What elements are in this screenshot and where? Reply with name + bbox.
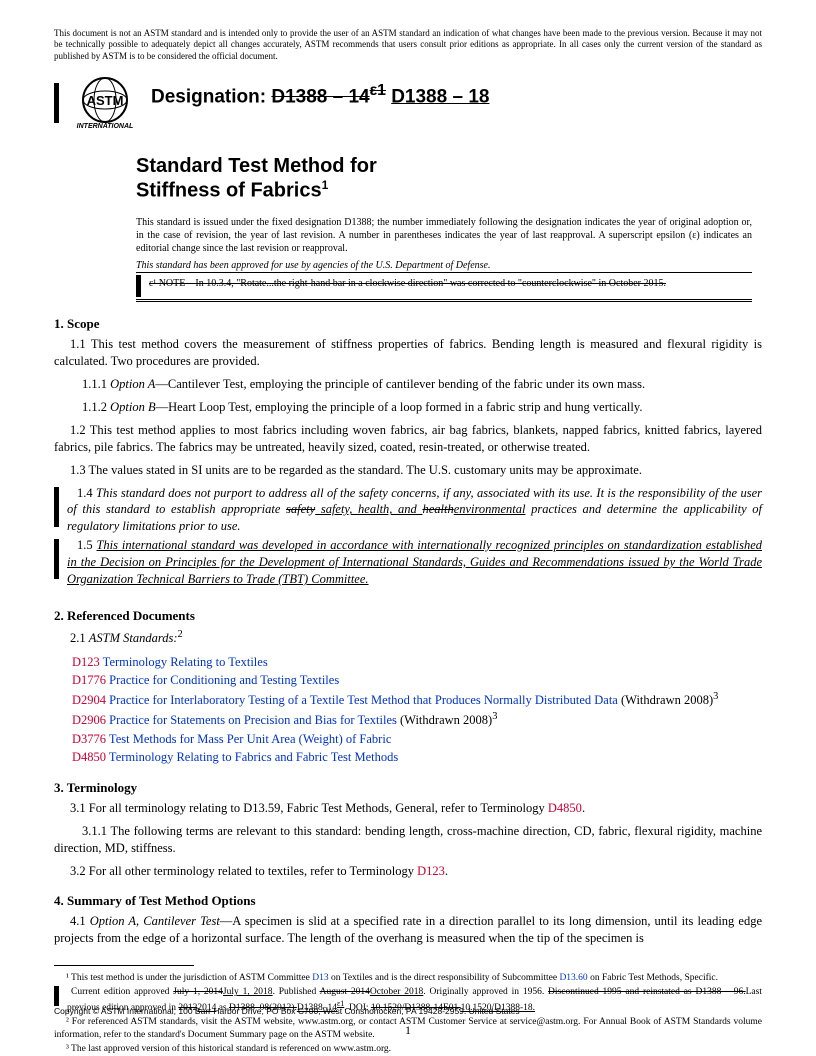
designation-new: D1388 – 18	[391, 86, 489, 107]
header-row: ASTM INTERNATIONAL Designation: D1388 – …	[54, 76, 762, 130]
svg-text:INTERNATIONAL: INTERNATIONAL	[77, 123, 134, 130]
section-1-heading: 1. Scope	[54, 316, 762, 332]
reference-title-link[interactable]: Practice for Conditioning and Testing Te…	[106, 673, 339, 687]
reference-code-link[interactable]: D2906	[72, 714, 106, 728]
reference-title-link[interactable]: Test Methods for Mass Per Unit Area (Wei…	[106, 732, 391, 746]
reference-code-link[interactable]: D3776	[72, 732, 106, 746]
link-d4850[interactable]: D4850	[548, 801, 582, 815]
para-3-1-1: 3.1.1 The following terms are relevant t…	[54, 823, 762, 857]
change-bar	[136, 275, 141, 297]
para-1-3: 1.3 The values stated in SI units are to…	[54, 462, 762, 479]
para-1-5-row: 1.5 This international standard was deve…	[54, 537, 762, 594]
reference-item: D123 Terminology Relating to Textiles	[72, 653, 762, 671]
change-bar	[54, 539, 59, 579]
dod-approval-note: This standard has been approved for use …	[136, 259, 752, 272]
link-subcommittee-d1360[interactable]: D13.60	[559, 973, 587, 983]
astm-logo: ASTM INTERNATIONAL	[71, 76, 139, 130]
section-4-heading: 4. Summary of Test Method Options	[54, 893, 762, 909]
para-3-1: 3.1 For all terminology relating to D13.…	[54, 800, 762, 817]
link-d123[interactable]: D123	[417, 864, 445, 878]
reference-title-link[interactable]: Terminology Relating to Textiles	[100, 655, 268, 669]
reference-code-link[interactable]: D1776	[72, 673, 106, 687]
para-4-1: 4.1 Option A, Cantilever Test—A specimen…	[54, 913, 762, 947]
section-2-heading: 2. Referenced Documents	[54, 608, 762, 624]
para-1-4: 1.4 This standard does not purport to ad…	[67, 485, 762, 536]
para-1-1-1: 1.1.1 Option A—Cantilever Test, employin…	[54, 376, 762, 393]
section-3-heading: 3. Terminology	[54, 780, 762, 796]
reference-title-link[interactable]: Practice for Statements on Precision and…	[106, 714, 397, 728]
epsilon-note: ε¹ NOTE—In 10.3.4, "Rotate...the right-h…	[149, 275, 666, 297]
copyright-notice: Copyright © ASTM International, 100 Barr…	[54, 1006, 762, 1016]
designation-label: Designation:	[151, 86, 271, 107]
document-page: This document is not an ASTM standard an…	[0, 0, 816, 1056]
designation-old: D1388 – 14	[271, 86, 369, 107]
top-disclaimer: This document is not an ASTM standard an…	[54, 28, 762, 62]
change-bar	[54, 986, 59, 1006]
footnote-1: ¹ This test method is under the jurisdic…	[54, 972, 762, 984]
para-1-1-2: 1.1.2 Option B—Heart Loop Test, employin…	[54, 399, 762, 416]
reference-item: D3776 Test Methods for Mass Per Unit Are…	[72, 730, 762, 748]
para-1-2: 1.2 This test method applies to most fab…	[54, 422, 762, 456]
link-committee-d13[interactable]: D13	[312, 973, 328, 983]
reference-code-link[interactable]: D123	[72, 655, 100, 669]
reference-code-link[interactable]: D4850	[72, 750, 106, 764]
reference-title-link[interactable]: Practice for Interlaboratory Testing of …	[106, 693, 618, 707]
reference-code-link[interactable]: D2904	[72, 693, 106, 707]
para-1-4-row: 1.4 This standard does not purport to ad…	[54, 485, 762, 538]
para-3-2: 3.2 For all other terminology related to…	[54, 863, 762, 880]
change-bar	[54, 83, 59, 123]
reference-item: D2906 Practice for Statements on Precisi…	[72, 709, 762, 729]
para-1-5: 1.5 This international standard was deve…	[67, 537, 762, 588]
reference-title-link[interactable]: Terminology Relating to Fabrics and Fabr…	[106, 750, 398, 764]
reference-item: D4850 Terminology Relating to Fabrics an…	[72, 748, 762, 766]
reference-item: D1776 Practice for Conditioning and Test…	[72, 671, 762, 689]
issuance-note: This standard is issued under the fixed …	[136, 216, 752, 272]
footnotes-separator	[54, 965, 194, 966]
designation: Designation: D1388 – 14ε1 D1388 – 18	[151, 82, 489, 108]
change-bar	[54, 487, 59, 527]
reference-item: D2904 Practice for Interlaboratory Testi…	[72, 689, 762, 709]
para-1-1: 1.1 This test method covers the measurem…	[54, 336, 762, 370]
page-number: 1	[0, 1023, 816, 1038]
epsilon-note-block: ε¹ NOTE—In 10.3.4, "Rotate...the right-h…	[136, 272, 752, 302]
svg-text:ASTM: ASTM	[87, 93, 124, 108]
para-2-1: 2.1 ASTM Standards:2	[54, 628, 762, 647]
standard-title: Standard Test Method for Stiffness of Fa…	[136, 154, 762, 203]
footnote-3: ³ The last approved version of this hist…	[54, 1043, 762, 1055]
referenced-documents-list: D123 Terminology Relating to TextilesD17…	[72, 653, 762, 766]
